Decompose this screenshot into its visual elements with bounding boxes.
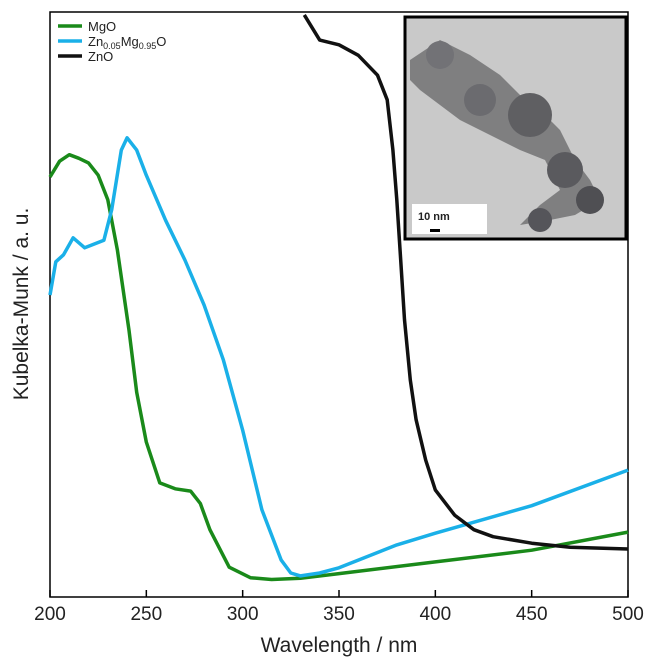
x-tick-label: 400: [419, 604, 451, 625]
x-tick-label: 300: [227, 604, 259, 625]
x-axis-title: Wavelength / nm: [261, 634, 418, 657]
inset-frame: [403, 15, 628, 241]
data-line: [48, 152, 629, 582]
inset-image: 10 nm: [403, 15, 628, 241]
data-line: [302, 13, 629, 551]
legend-label: MgO: [88, 19, 116, 34]
scale-bar: [430, 229, 440, 232]
x-tick-label: 450: [516, 604, 548, 625]
scale-label: 10 nm: [418, 211, 450, 223]
x-tick-label: 250: [130, 604, 162, 625]
legend-label: ZnO: [88, 49, 113, 64]
scale-box: [412, 204, 487, 234]
data-line: [48, 136, 629, 578]
y-axis-title: Kubelka-Munk / a. u.: [10, 208, 33, 401]
x-tick-label: 500: [612, 604, 644, 625]
inset-particles: [410, 40, 604, 232]
legend-label: Zn0.05Mg0.95O: [88, 34, 166, 51]
x-tick-label: 350: [323, 604, 355, 625]
x-tick-label: 200: [34, 604, 66, 625]
